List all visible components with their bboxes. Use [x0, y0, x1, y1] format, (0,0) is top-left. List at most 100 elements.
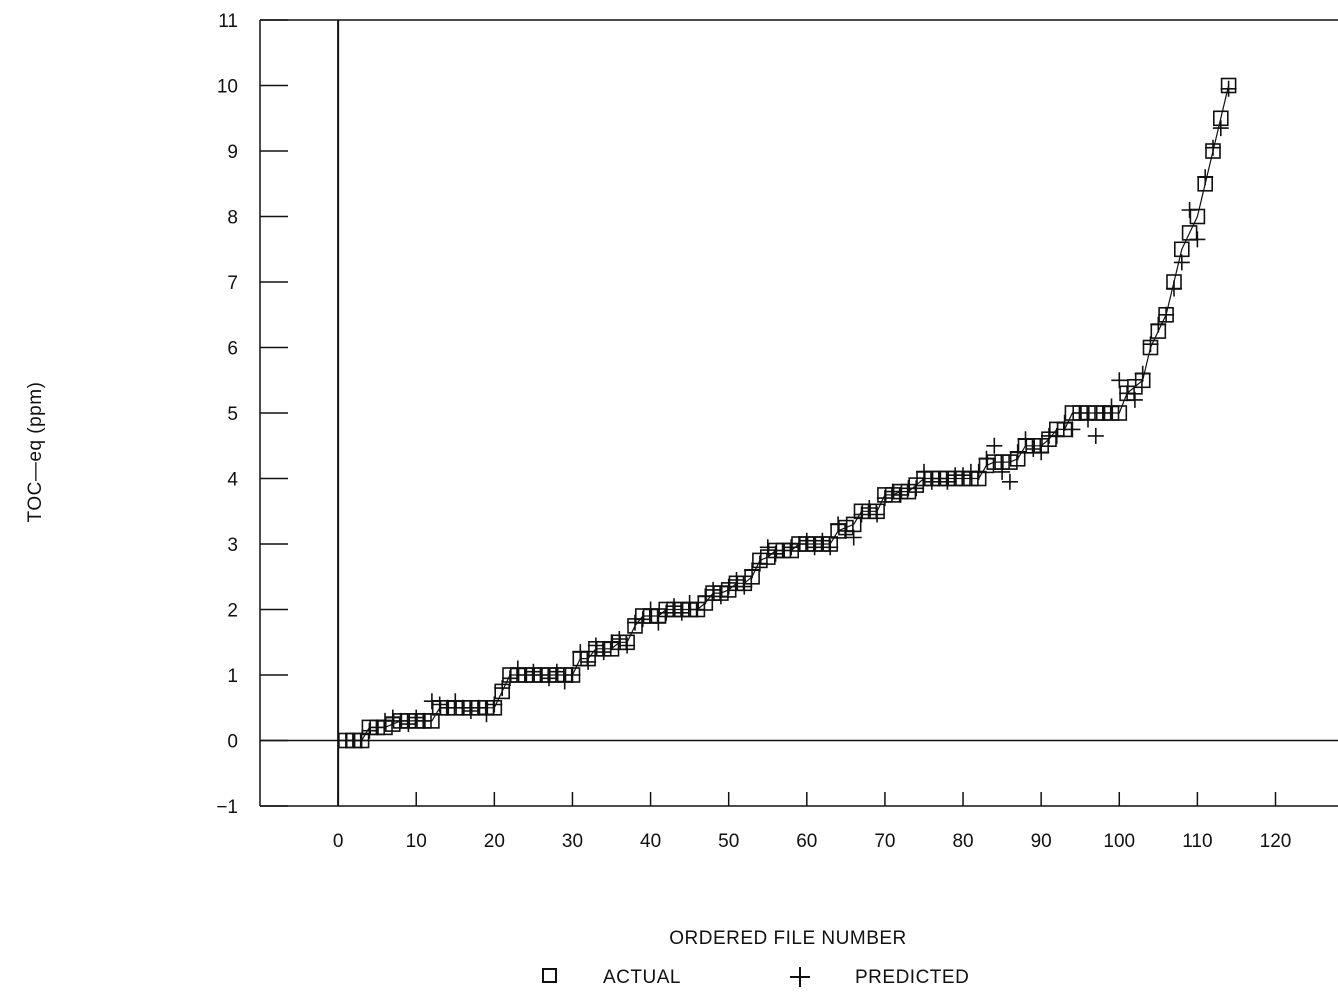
predicted-point: [1181, 202, 1198, 218]
predicted-point: [853, 506, 870, 523]
predicted-point: [861, 500, 878, 516]
predicted-point: [533, 667, 550, 683]
predicted-point: [525, 663, 542, 680]
predicted-point: [377, 712, 393, 729]
predicted-point: [470, 699, 487, 716]
predicted-point: [1064, 421, 1081, 438]
predicted-point: [642, 601, 659, 618]
predicted-point: [353, 732, 370, 749]
predicted-point: [970, 463, 987, 480]
predicted-point: [814, 532, 831, 549]
predicted-point: [1166, 280, 1182, 297]
predicted-point: [1072, 405, 1089, 421]
predicted-point: [1205, 139, 1221, 156]
predicted-point: [986, 437, 1003, 454]
predicted-point: [759, 539, 776, 556]
predicted-point: [681, 595, 698, 611]
predicted-point: [431, 696, 448, 713]
predicted-point: [580, 653, 597, 670]
predicted-point: [408, 709, 425, 726]
predicted-point: [400, 716, 417, 733]
predicted-point: [798, 532, 815, 549]
predicted-point: [634, 611, 651, 628]
predicted-point: [712, 588, 729, 605]
predicted-point: [603, 634, 620, 651]
predicted-point: [705, 581, 722, 598]
predicted-point: [837, 522, 854, 539]
predicted-point: [1111, 372, 1128, 389]
predicted-point: [556, 673, 573, 690]
predicted-point: [502, 670, 518, 687]
y-tick-label: 2: [227, 601, 238, 622]
predicted-point: [619, 637, 636, 654]
predicted-point: [744, 562, 761, 579]
predicted-point: [392, 712, 409, 729]
predicted-point: [978, 450, 995, 467]
predicted-point: [908, 480, 925, 497]
y-tick-label: 8: [227, 208, 238, 229]
y-axis-title: TOC—eq (ppm): [25, 382, 46, 523]
predicted-point: [564, 667, 581, 683]
predicted-point: [455, 699, 472, 716]
predicted-point: [416, 712, 432, 729]
predicted-point: [1189, 231, 1206, 248]
predicted-point: [884, 483, 901, 500]
predicted-point: [1173, 254, 1190, 271]
axes: [259, 19, 1338, 807]
x-axis-title: ORDERED FILE NUMBER: [669, 928, 907, 949]
predicted-point: [689, 601, 706, 618]
x-tick-label: 20: [484, 831, 505, 852]
y-tick-label: 3: [227, 535, 238, 556]
y-tick-label: 1: [227, 666, 238, 687]
predicted-point: [369, 719, 386, 736]
predicted-point: [587, 637, 604, 654]
x-tick-label: 50: [718, 831, 739, 852]
predicted-point: [658, 604, 675, 621]
predicted-point: [736, 578, 753, 595]
y-tick-label: 4: [227, 470, 238, 491]
x-tick-label: 40: [640, 831, 661, 852]
y-tick-label: 5: [227, 404, 238, 425]
predicted-point: [1087, 427, 1104, 444]
predicted-point: [1142, 336, 1159, 353]
legend-predicted-label: PREDICTED: [855, 967, 969, 988]
predicted-point: [1220, 80, 1237, 97]
predicted-point: [830, 516, 847, 533]
predicted-point: [1025, 441, 1042, 457]
y-tick-label: −1: [216, 797, 238, 818]
predicted-point: [1017, 431, 1034, 448]
predicted-point: [462, 703, 479, 719]
y-tick-label: 10: [217, 77, 238, 98]
predicted-point: [1134, 365, 1151, 382]
predicted-point: [775, 542, 792, 559]
y-tick-label: 0: [227, 732, 238, 753]
predicted-point: [720, 578, 737, 595]
predicted-point: [548, 663, 565, 680]
y-tick-label: 9: [227, 142, 238, 163]
predicted-point: [361, 722, 378, 739]
predicted-point: [1095, 405, 1112, 421]
predicted-point: [806, 539, 823, 556]
legend-actual-label: ACTUAL: [603, 967, 681, 988]
x-tick-label: 60: [796, 831, 817, 852]
predicted-point: [1150, 316, 1167, 333]
predicted-point: [767, 545, 784, 562]
x-tick-label: 0: [333, 831, 344, 852]
predicted-point: [1048, 427, 1065, 444]
x-tick-label: 70: [874, 831, 895, 852]
predicted-point: [923, 473, 940, 490]
x-tick-label: 110: [1182, 831, 1212, 852]
predicted-point: [1080, 411, 1096, 428]
predicted-point: [572, 644, 589, 661]
predicted-point: [1009, 444, 1026, 461]
x-tick-label: 90: [1031, 831, 1052, 852]
predicted-point: [845, 529, 862, 546]
predicted-point: [384, 709, 401, 726]
predicted-point: [728, 572, 745, 588]
predicted-point: [1197, 169, 1214, 186]
predicted-point: [595, 644, 612, 661]
predicted-point: [783, 539, 800, 556]
predicted-point: [697, 588, 714, 605]
predicted-point: [666, 598, 682, 615]
